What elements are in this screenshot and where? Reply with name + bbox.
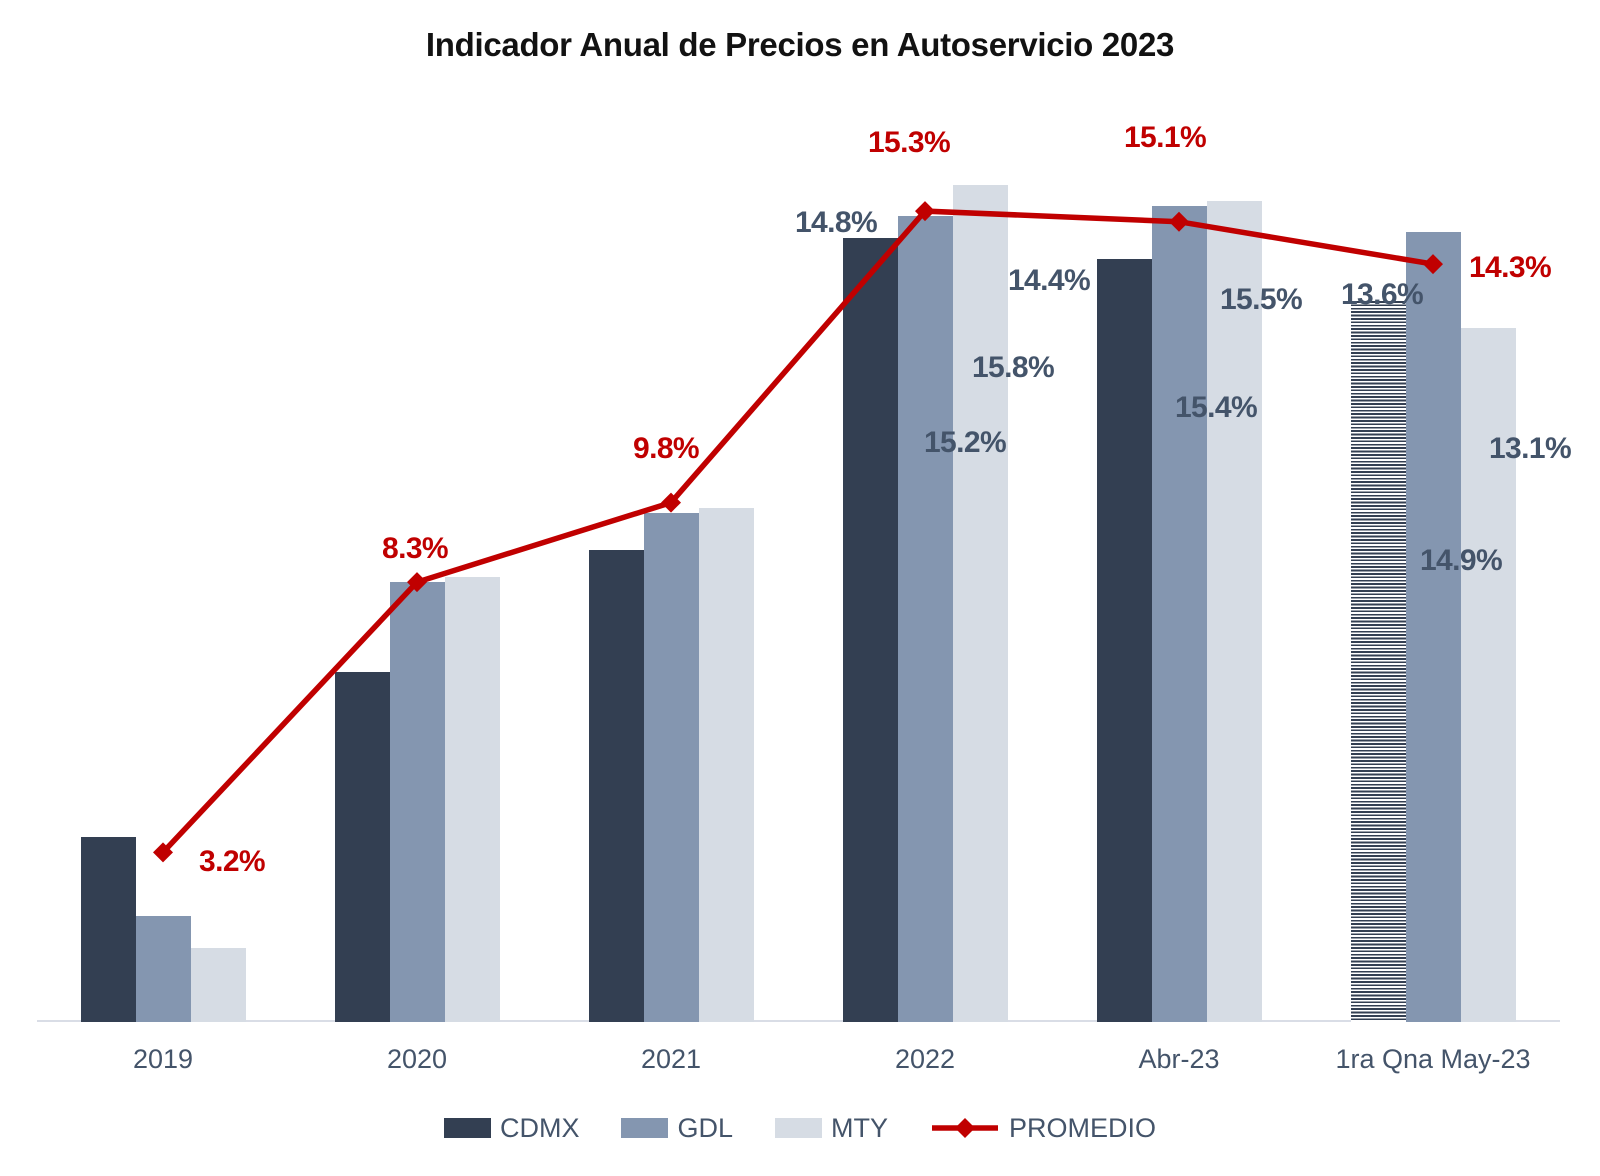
value-label-promedio-2019: 3.2%	[199, 845, 266, 878]
value-label-promedio-2022: 15.3%	[867, 126, 951, 159]
bar-mty-1ra-qna-may-23	[1460, 327, 1516, 1022]
x-tick-1ra-qna-may-23: 1ra Qna May-23	[1335, 1044, 1531, 1074]
value-label-gdl-2022: 15.2%	[923, 426, 1007, 459]
legend-swatch-mty	[775, 1118, 822, 1138]
legend-swatch-cdmx	[443, 1118, 491, 1138]
value-label-mty-2022: 15.8%	[971, 351, 1055, 384]
value-label-mty-1ra-qna-may-23: 13.1%	[1488, 432, 1572, 465]
legend-label-cdmx: CDMX	[499, 1112, 580, 1143]
bar-mty-2019	[190, 947, 246, 1022]
value-label-promedio-1ra-qna-may-23: 14.3%	[1468, 251, 1552, 284]
bar-gdl-2022	[897, 216, 953, 1022]
legend-item-gdl: GDL	[621, 1113, 733, 1144]
bar-gdl-2021	[643, 513, 699, 1022]
legend-label-promedio: PROMEDIO	[1009, 1112, 1157, 1143]
value-label-cdmx-1ra-qna-may-23: 13.6%	[1340, 278, 1424, 311]
x-axis-line	[37, 1020, 1560, 1022]
bar-mty-2022	[952, 184, 1008, 1022]
chart-title: Indicador Anual de Precios en Autoservic…	[425, 26, 1175, 63]
legend-swatch-gdl	[621, 1118, 669, 1138]
promedio-marker-2021	[661, 492, 681, 513]
legend-item-promedio: PROMEDIO	[930, 1113, 1156, 1144]
value-label-cdmx-2022: 14.8%	[794, 206, 878, 239]
bar-cdmx-1ra-qna-may-23	[1350, 301, 1406, 1022]
value-label-gdl-abr-23: 15.4%	[1174, 391, 1258, 424]
value-label-promedio-2020: 8.3%	[382, 532, 449, 565]
bar-cdmx-2022	[842, 237, 898, 1022]
bar-mty-2020	[444, 576, 500, 1022]
x-tick-2020: 2020	[386, 1044, 448, 1074]
promedio-marker-2019	[153, 842, 173, 863]
bar-cdmx-2020	[334, 672, 390, 1022]
x-tick-2021: 2021	[640, 1044, 702, 1074]
legend: CDMX GDL MTY PROMEDIO	[0, 1108, 1600, 1148]
bar-cdmx-abr-23	[1096, 258, 1152, 1022]
bar-gdl-2019	[135, 916, 191, 1022]
legend-item-cdmx: CDMX	[443, 1112, 580, 1144]
x-tick-2022: 2022	[894, 1044, 956, 1074]
bar-mty-abr-23	[1206, 200, 1262, 1022]
value-label-cdmx-abr-23: 14.4%	[1007, 264, 1091, 297]
bar-gdl-1ra-qna-may-23	[1405, 232, 1461, 1022]
legend-label-gdl: GDL	[677, 1112, 733, 1143]
bar-cdmx-2021	[588, 550, 644, 1022]
bar-cdmx-2019	[80, 836, 136, 1022]
value-label-promedio-abr-23: 15.1%	[1123, 121, 1207, 154]
bar-gdl-2020	[389, 582, 445, 1022]
legend-label-mty: MTY	[831, 1112, 888, 1143]
bar-mty-2021	[698, 507, 754, 1022]
bar-gdl-abr-23	[1151, 205, 1207, 1022]
value-label-mty-abr-23: 15.5%	[1219, 283, 1303, 316]
x-tick-abr-23: Abr-23	[1138, 1044, 1220, 1074]
legend-item-mty: MTY	[775, 1113, 888, 1144]
legend-promedio-line-icon	[932, 1118, 998, 1138]
x-tick-2019: 2019	[132, 1044, 194, 1074]
value-label-promedio-2021: 9.8%	[633, 432, 700, 465]
value-label-gdl-1ra-qna-may-23: 14.9%	[1419, 544, 1503, 577]
